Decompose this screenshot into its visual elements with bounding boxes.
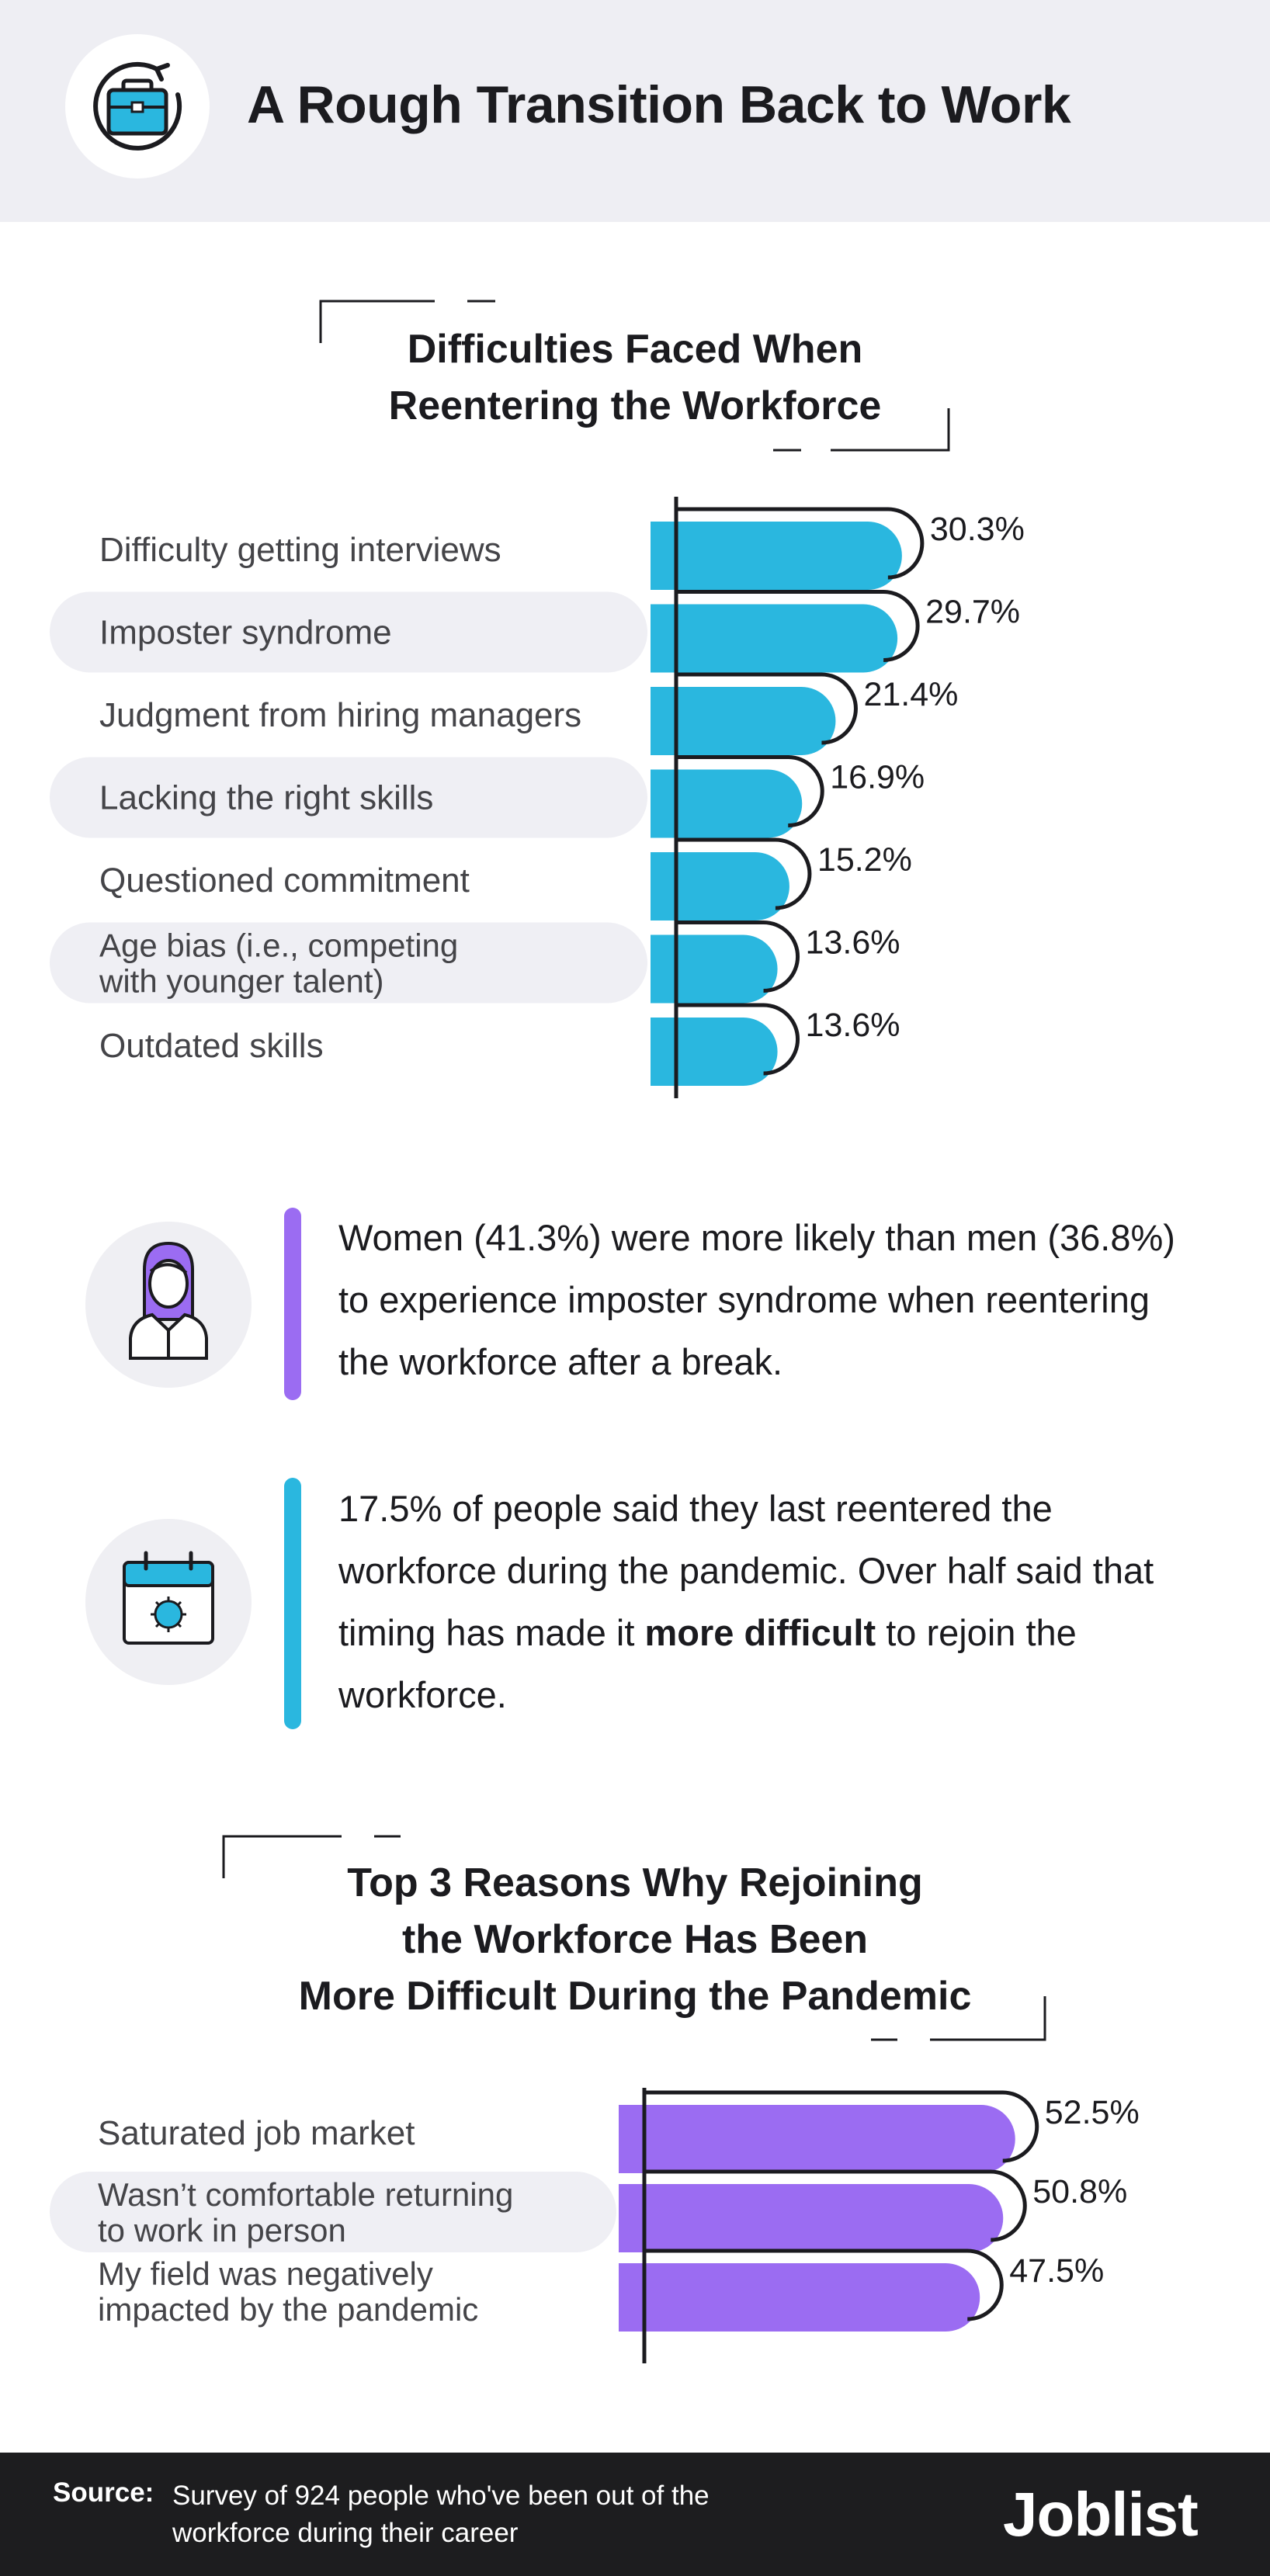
category-label: Age bias (i.e., competing [99,927,458,964]
fact2-accent-bar [284,1478,301,1729]
bar-row: Questioned commitment 15.2% [99,837,912,920]
row-highlight [50,591,647,673]
bar [619,2184,1004,2252]
fact2-text-after: to rejoin the workforce. [338,1612,1077,1715]
header: A Rough Transition Back to Work [0,0,1270,222]
value-label: 47.5% [1009,2252,1104,2290]
bar-outline [676,837,812,910]
row-highlight [50,757,647,838]
bar-row: Saturated job market 52.5% [98,2090,1140,2173]
bar-outline [676,920,800,993]
bar [651,852,789,920]
category-label: Questioned commitment [99,862,470,900]
bar-row: Judgment from hiring managers 21.4% [99,672,958,755]
bar-row: Lacking the right skills 16.9% [50,755,925,838]
bar-row: Outdated skills 13.6% [99,1003,900,1086]
calendar-virus-icon [123,1551,214,1645]
bar [619,2263,980,2332]
category-label: with younger talent) [99,963,384,1000]
bar [619,2105,1015,2173]
section1-title-line2: Reentering the Workforce [388,383,882,428]
fact2-icon-badge [85,1519,252,1685]
row-highlight [50,922,647,1004]
fact2-text: 17.5% of people said they last reentered… [338,1478,1177,1726]
bar-outline [676,1003,800,1076]
source-text: Survey of 924 people who've been out of … [172,2481,710,2548]
title-bracket-decoration [319,300,950,452]
joblist-logo: Joblist [1003,2480,1199,2549]
value-label: 21.4% [863,676,958,713]
category-label: Wasn’t comfortable returning [98,2176,513,2213]
bar [651,769,803,838]
bar-outline [644,2248,1004,2321]
header-badge [65,34,210,179]
row-highlight [50,2172,616,2252]
bar-outline [644,2090,1039,2163]
value-label: 13.6% [806,924,900,962]
businesswoman-icon [129,1241,208,1360]
value-label: 16.9% [830,759,925,796]
fact1-icon-badge [85,1222,252,1388]
value-label: 15.2% [817,841,912,879]
category-label: impacted by the pandemic [98,2291,478,2328]
bar-row: Difficulty getting interviews 30.3% [99,507,1025,590]
fact2-text-bold: more difficult [644,1612,876,1653]
fact2-text-before: 17.5% of people said they last reentered… [338,1488,1154,1653]
title-bracket-decoration [222,1835,1046,2041]
bar [651,522,902,590]
value-label: 29.7% [925,594,1020,631]
section2-title-line1: Top 3 Reasons Why Rejoining [347,1860,923,1905]
section2-title-line2: the Workforce Has Been [401,1917,869,1962]
bar-outline [676,507,925,580]
value-label: 52.5% [1045,2094,1140,2131]
fact1-accent-bar [284,1208,301,1400]
bar [651,934,778,1004]
category-label: to work in person [98,2212,346,2248]
section2-title-line3: More Difficult During the Pandemic [298,1974,972,2019]
page-title: A Rough Transition Back to Work [247,75,1071,134]
category-label: Outdated skills [99,1027,324,1065]
bar-row: Imposter syndrome 29.7% [50,590,1020,673]
bar [651,1018,778,1086]
bar [651,604,898,673]
source-label: Source: [53,2477,154,2508]
pandemic-reasons-bar-chart: Saturated job market 52.5% Wasn’t comforta… [50,2088,1140,2363]
category-label: Imposter syndrome [99,614,392,652]
difficulties-bar-chart: Difficulty getting interviews 30.3% Impost… [50,497,1025,1098]
bar-outline [676,755,824,827]
category-label: Saturated job market [98,2114,415,2152]
briefcase-refresh-icon [93,61,182,151]
value-label: 13.6% [806,1007,900,1044]
section1-title-line1: Difficulties Faced When [407,327,863,372]
footer: Source: Survey of 924 people who've been… [0,2453,1270,2576]
value-label: 30.3% [930,511,1025,548]
section2-title: Top 3 Reasons Why Rejoining the Workforc… [208,1855,1062,2025]
category-label: Difficulty getting interviews [99,531,501,569]
bar-outline [644,2169,1027,2242]
bar-outline [676,672,858,745]
category-label: Lacking the right skills [99,779,433,817]
section1-title: Difficulties Faced When Reentering the W… [324,321,946,435]
category-label: My field was negatively [98,2255,433,2292]
fact1-text: Women (41.3%) were more likely than men … [338,1217,1175,1382]
category-label: Judgment from hiring managers [99,696,581,734]
value-label: 50.8% [1032,2173,1127,2210]
bar [651,687,836,755]
bar-outline [676,590,920,662]
